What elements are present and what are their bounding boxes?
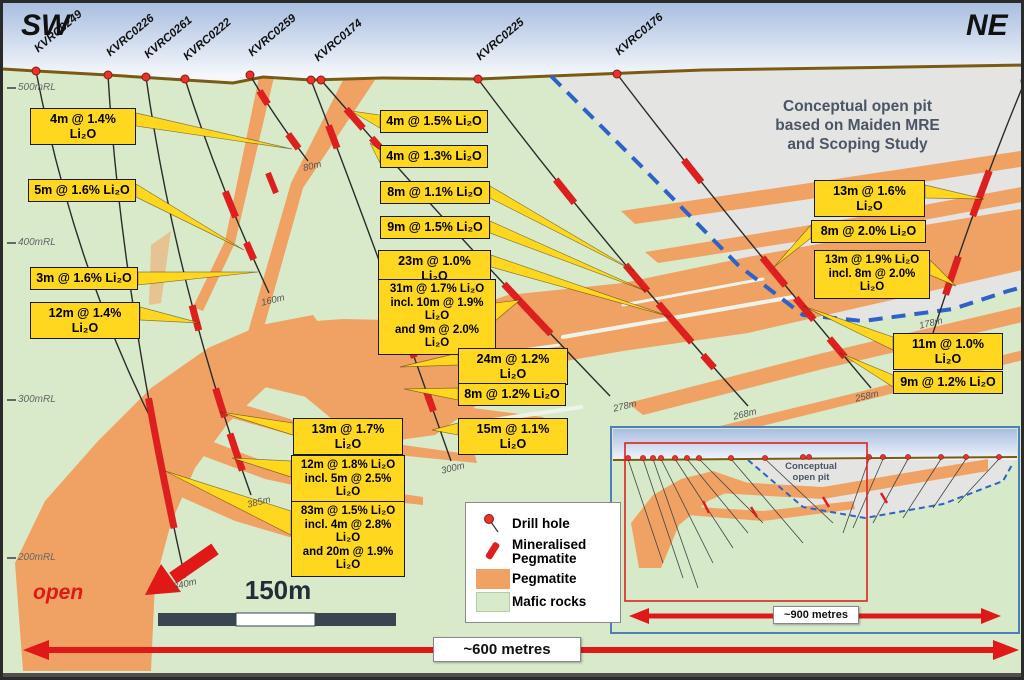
- assay-callout: 13m @ 1.9% Li₂O incl. 8m @ 2.0% Li₂O: [814, 250, 930, 299]
- elevation-300mrl: 300mRL: [18, 394, 56, 405]
- pit-note: Conceptual open pit based on Maiden MRE …: [775, 98, 940, 153]
- open-direction-arrow: [145, 543, 219, 595]
- legend-label: Mafic rocks: [512, 594, 587, 609]
- elevation-500mrl: 500mRL: [18, 82, 56, 93]
- assay-callout: 31m @ 1.7% Li₂O incl. 10m @ 1.9% Li₂O an…: [378, 279, 496, 355]
- legend-item-drill-hole: Drill hole: [474, 513, 612, 535]
- assay-callout: 24m @ 1.2% Li₂O: [458, 348, 568, 385]
- assay-callout: 12m @ 1.8% Li₂O incl. 5m @ 2.5% Li₂O: [291, 455, 405, 504]
- bottom-strip: [3, 673, 1021, 677]
- pegmatite-swatch: [474, 569, 512, 589]
- elevation-200mrl: 200mRL: [18, 552, 56, 563]
- assay-callout: 13m @ 1.7% Li₂O: [293, 418, 403, 455]
- drill-collars: [31, 66, 1021, 85]
- drill-hole-icon: [474, 513, 512, 535]
- legend-label: Drill hole: [512, 516, 570, 531]
- assay-callout: 4m @ 1.5% Li₂O: [380, 110, 488, 133]
- mineralised-intervals: [104, 71, 1021, 579]
- legend-label: Pegmatite: [512, 571, 577, 586]
- legend-item-mineralised-pegmatite: Mineralised Pegmatite: [474, 538, 612, 566]
- assay-callout: 4m @ 1.4% Li₂O: [30, 108, 136, 145]
- assay-callout: 13m @ 1.6% Li₂O: [814, 180, 925, 217]
- scale-bar-label: 150m: [244, 575, 312, 605]
- assay-callout: 8m @ 2.0% Li₂O: [811, 220, 926, 243]
- elevation-tick: [7, 399, 16, 401]
- elevation-400mrl: 400mRL: [18, 237, 56, 248]
- assay-callout: 9m @ 1.5% Li₂O: [380, 216, 490, 239]
- sky: [3, 3, 1021, 83]
- assay-callout: 12m @ 1.4% Li₂O: [30, 302, 140, 339]
- section-direction-sw: SW: [21, 9, 70, 42]
- section-width-label: ~600 metres: [433, 637, 581, 662]
- assay-callout: 8m @ 1.2% Li₂O: [458, 383, 566, 406]
- legend: Drill hole Mineralised Pegmatite Pegmati…: [465, 502, 621, 623]
- assay-callout: 83m @ 1.5% Li₂O incl. 4m @ 2.8% Li₂O and…: [291, 501, 405, 577]
- legend-item-mafic-rocks: Mafic rocks: [474, 592, 612, 612]
- assay-callout: 5m @ 1.6% Li₂O: [28, 179, 136, 202]
- inset-overview: [610, 426, 1020, 634]
- mineralised-pegmatite-icon: [474, 539, 512, 565]
- callout-leaders: [135, 110, 985, 536]
- assay-callout: 4m @ 1.3% Li₂O: [380, 145, 488, 168]
- inset-pit-label: Conceptual open pit: [785, 461, 837, 483]
- inset-width-label: ~900 metres: [773, 606, 859, 624]
- legend-label: Mineralised Pegmatite: [512, 537, 587, 566]
- elevation-tick: [7, 557, 16, 559]
- legend-item-pegmatite: Pegmatite: [474, 569, 612, 589]
- assay-callout: 8m @ 1.1% Li₂O: [380, 181, 490, 204]
- assay-callout: 15m @ 1.1% Li₂O: [458, 418, 568, 455]
- mafic-rocks-swatch: [474, 592, 512, 612]
- assay-callout: 9m @ 1.2% Li₂O: [893, 371, 1003, 394]
- section-direction-ne: NE: [966, 9, 1008, 42]
- open-at-depth-label: open: [33, 581, 84, 604]
- scale-bar: [158, 612, 396, 627]
- assay-callout: 11m @ 1.0% Li₂O: [893, 333, 1003, 370]
- elevation-tick: [7, 242, 16, 244]
- elevation-tick: [7, 87, 16, 89]
- assay-callout: 3m @ 1.6% Li₂O: [30, 267, 138, 290]
